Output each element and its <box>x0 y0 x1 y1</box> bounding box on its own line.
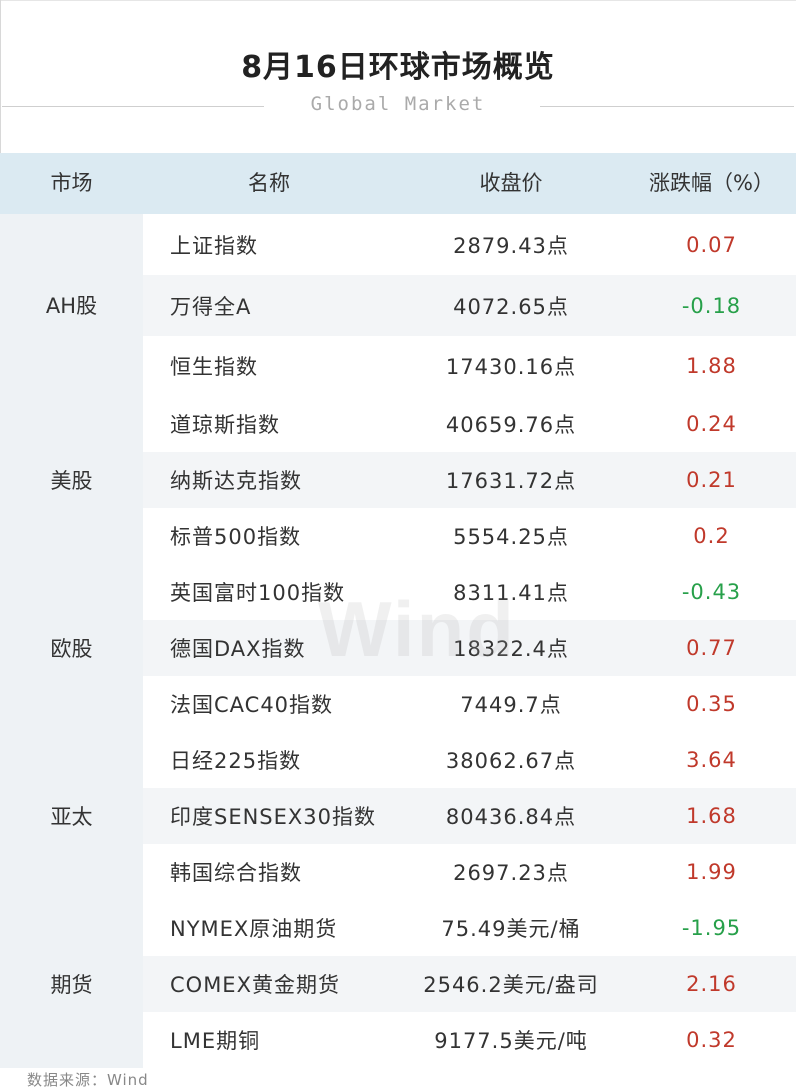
header-rule-right <box>540 106 794 107</box>
close-price: 40659.76点 <box>445 413 577 437</box>
close-price: 75.49美元/桶 <box>441 917 581 941</box>
close-price: 9177.5美元/吨 <box>434 1029 588 1053</box>
table-row: NYMEX原油期货 75.49美元/桶 -1.95 <box>143 900 796 956</box>
index-name: 德国DAX指数 <box>170 637 306 661</box>
market-label: 期货 <box>0 900 143 1068</box>
table-row: 日经225指数 38062.67点 3.64 <box>143 732 796 788</box>
table-row: 德国DAX指数 18322.4点 0.77 <box>143 620 796 676</box>
market-label: 美股 <box>0 396 143 564</box>
market-label: AH股 <box>0 214 143 396</box>
market-group: 期货 NYMEX原油期货 75.49美元/桶 -1.95 COMEX黄金期货 2546.2… <box>0 900 796 1068</box>
table-row: 纳斯达克指数 17631.72点 0.21 <box>143 452 796 508</box>
index-name: 恒生指数 <box>170 355 258 379</box>
table-row: 上证指数 2879.43点 0.07 <box>143 214 796 275</box>
table-row: 英国富时100指数 8311.41点 -0.43 <box>143 564 796 620</box>
close-price: 18322.4点 <box>453 637 569 661</box>
index-name: COMEX黄金期货 <box>170 973 340 997</box>
table-row: 万得全A 4072.65点 -0.18 <box>143 275 796 336</box>
close-price: 8311.41点 <box>453 581 569 605</box>
index-name: 法国CAC40指数 <box>170 693 334 717</box>
change-percent: -1.95 <box>681 916 742 940</box>
column-header-close: 收盘价 <box>479 171 543 195</box>
close-price: 2546.2美元/盎司 <box>423 973 599 997</box>
market-group: AH股 上证指数 2879.43点 0.07 万得全A 4072.65点 -0.18 恒生指数… <box>0 214 796 396</box>
index-name: 印度SENSEX30指数 <box>170 805 377 829</box>
table-row: 法国CAC40指数 7449.7点 0.35 <box>143 676 796 732</box>
column-header-name: 名称 <box>248 171 290 195</box>
column-header-market: 市场 <box>50 171 93 195</box>
change-percent: 0.32 <box>686 1028 737 1052</box>
index-name: 纳斯达克指数 <box>170 469 302 493</box>
table-row: 印度SENSEX30指数 80436.84点 1.68 <box>143 788 796 844</box>
index-name: 万得全A <box>170 294 252 319</box>
table-row: COMEX黄金期货 2546.2美元/盎司 2.16 <box>143 956 796 1012</box>
data-source-note: 数据来源：Wind <box>27 1071 149 1089</box>
table-row: LME期铜 9177.5美元/吨 0.32 <box>143 1012 796 1068</box>
index-name: 韩国综合指数 <box>170 861 302 885</box>
index-name: 英国富时100指数 <box>170 581 346 605</box>
index-name: 上证指数 <box>170 233 258 258</box>
market-group: 美股 道琼斯指数 40659.76点 0.24 纳斯达克指数 17631.72点 0.21 标… <box>0 396 796 564</box>
change-percent: 0.77 <box>686 636 737 660</box>
change-percent: 2.16 <box>686 972 737 996</box>
change-percent: -0.43 <box>681 580 742 604</box>
close-price: 38062.67点 <box>445 749 577 773</box>
change-percent: 0.21 <box>686 468 737 492</box>
change-percent: 3.64 <box>686 748 737 772</box>
close-price: 5554.25点 <box>453 525 569 549</box>
close-price: 2879.43点 <box>453 233 569 258</box>
market-group: 欧股 英国富时100指数 8311.41点 -0.43 德国DAX指数 18322.4点 0… <box>0 564 796 732</box>
change-percent: -0.18 <box>681 293 742 318</box>
index-name: 日经225指数 <box>170 749 302 773</box>
market-group: 亚太 日经225指数 38062.67点 3.64 印度SENSEX30指数 80436.… <box>0 732 796 900</box>
change-percent: 1.99 <box>686 860 737 884</box>
close-price: 17631.72点 <box>445 469 577 493</box>
close-price: 80436.84点 <box>445 805 577 829</box>
market-label: 欧股 <box>0 564 143 732</box>
column-header-change: 涨跌幅（%） <box>649 171 774 195</box>
table-row: 恒生指数 17430.16点 1.88 <box>143 336 796 396</box>
close-price: 7449.7点 <box>460 693 562 717</box>
table-row: 标普500指数 5554.25点 0.2 <box>143 508 796 564</box>
change-percent: 1.68 <box>686 804 737 828</box>
table-row: 道琼斯指数 40659.76点 0.24 <box>143 396 796 452</box>
header-rule-left <box>2 106 264 107</box>
close-price: 4072.65点 <box>453 294 569 319</box>
change-percent: 0.07 <box>686 232 737 257</box>
table-row: 韩国综合指数 2697.23点 1.99 <box>143 844 796 900</box>
index-name: 道琼斯指数 <box>170 413 280 437</box>
page-header: 8月16日环球市场概览 Global Market <box>0 0 796 153</box>
table-header: 市场 名称 收盘价 涨跌幅（%） <box>0 153 796 214</box>
page-title: 8月16日环球市场概览 <box>241 50 555 85</box>
change-percent: 1.88 <box>686 354 737 378</box>
market-label: 亚太 <box>0 732 143 900</box>
close-price: 17430.16点 <box>445 355 577 379</box>
index-name: 标普500指数 <box>170 525 302 549</box>
index-name: NYMEX原油期货 <box>170 917 338 941</box>
page-subtitle: Global Market <box>310 93 486 115</box>
change-percent: 0.2 <box>693 524 730 548</box>
close-price: 2697.23点 <box>453 861 569 885</box>
change-percent: 0.35 <box>686 692 737 716</box>
change-percent: 0.24 <box>686 412 737 436</box>
index-name: LME期铜 <box>170 1029 261 1053</box>
